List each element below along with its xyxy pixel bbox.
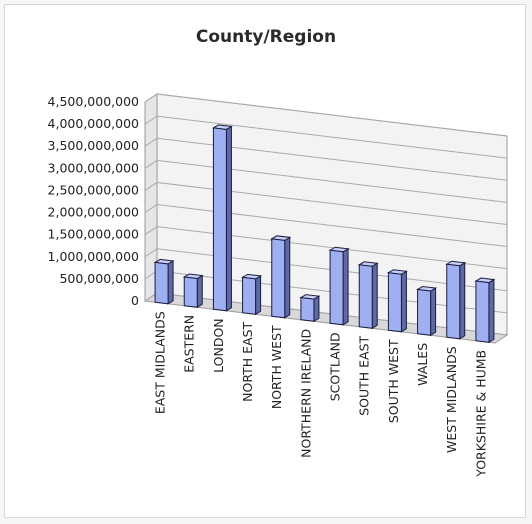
bar [357, 261, 379, 330]
y-tick-label: 2,500,000,000 [48, 182, 139, 197]
bar-side [284, 236, 291, 319]
bar-front [154, 261, 169, 305]
chart-plot: 0 500,000,000 1,000,000,000 1,500,000,000 2,… [48, 93, 509, 478]
bar-side [255, 275, 262, 316]
y-tick-label: 4,500,000,000 [48, 94, 139, 109]
bar [328, 246, 350, 326]
gridline [144, 115, 508, 159]
bar-side [313, 295, 320, 323]
x-tick-label: NORTH WEST [269, 325, 284, 409]
x-tick-label: WALES [415, 343, 430, 386]
y-tick-label: 0 [131, 293, 139, 308]
bar [241, 273, 263, 316]
bar [270, 235, 292, 319]
x-tick-label: NORTHERN IRELAND [298, 329, 313, 458]
bar [182, 273, 204, 309]
bar [299, 294, 321, 323]
y-tick-label: 4,000,000,000 [48, 116, 139, 131]
x-tick-label: SOUTH EAST [357, 335, 372, 415]
chart-frame: County/Region 0 500,000,000 1,000,000,000 1… [4, 4, 526, 518]
y-tick-label: 3,500,000,000 [48, 138, 139, 153]
y-tick-label: 1,000,000,000 [48, 249, 139, 264]
gridline [144, 181, 508, 225]
bar-side [430, 287, 437, 337]
bar-side [196, 274, 203, 309]
bar [211, 124, 233, 312]
bar-front [329, 249, 344, 326]
y-axis-tick-labels: 0 500,000,000 1,000,000,000 1,500,000,000 2,… [48, 94, 140, 308]
x-tick-label: EAST MIDLANDS [153, 311, 168, 414]
bar-front [242, 276, 257, 315]
bar-front [183, 276, 198, 308]
bar-front [212, 127, 227, 312]
bar-side [225, 125, 232, 312]
chart-bars [153, 124, 496, 344]
bar [474, 277, 496, 344]
bar [445, 260, 467, 340]
y-tick-label: 1,500,000,000 [48, 227, 139, 242]
x-axis-category-labels: EAST MIDLANDS EASTERN LONDON NORTH EAST NORT… [153, 311, 489, 477]
x-tick-label: YORKSHIRE & HUMB [473, 350, 488, 478]
bar-front [417, 288, 432, 336]
bar [416, 285, 438, 337]
chart-title: County/Region [195, 27, 337, 47]
bar-front [300, 297, 315, 322]
chart-walls [143, 93, 509, 344]
gridline [144, 93, 508, 137]
bar-front [446, 263, 461, 340]
bar-front [271, 238, 286, 319]
x-tick-label: SOUTH WEST [386, 339, 401, 423]
bar-side [371, 262, 378, 330]
chart-gridlines [144, 93, 508, 336]
x-tick-label: NORTH EAST [240, 321, 255, 401]
bar-front [475, 280, 490, 343]
bar [386, 269, 408, 333]
gridline [144, 226, 508, 270]
gridline [144, 137, 508, 181]
bar-side [400, 270, 407, 333]
bar [153, 258, 175, 305]
x-tick-label: SCOTLAND [328, 332, 343, 401]
x-tick-label: EASTERN [182, 315, 197, 373]
bar-side [167, 260, 174, 305]
bar-front [358, 264, 373, 329]
gridline [144, 159, 508, 203]
y-tick-label: 3,000,000,000 [48, 160, 139, 175]
bar-side [488, 278, 495, 344]
bar-side [342, 247, 349, 326]
bar-front [387, 272, 402, 333]
bar-side [459, 261, 466, 340]
y-tick-label: 2,000,000,000 [48, 205, 139, 220]
x-tick-label: WEST MIDLANDS [444, 346, 459, 453]
x-tick-label: LONDON [211, 318, 226, 373]
gridline [144, 204, 508, 248]
y-tick-label: 500,000,000 [59, 271, 139, 286]
